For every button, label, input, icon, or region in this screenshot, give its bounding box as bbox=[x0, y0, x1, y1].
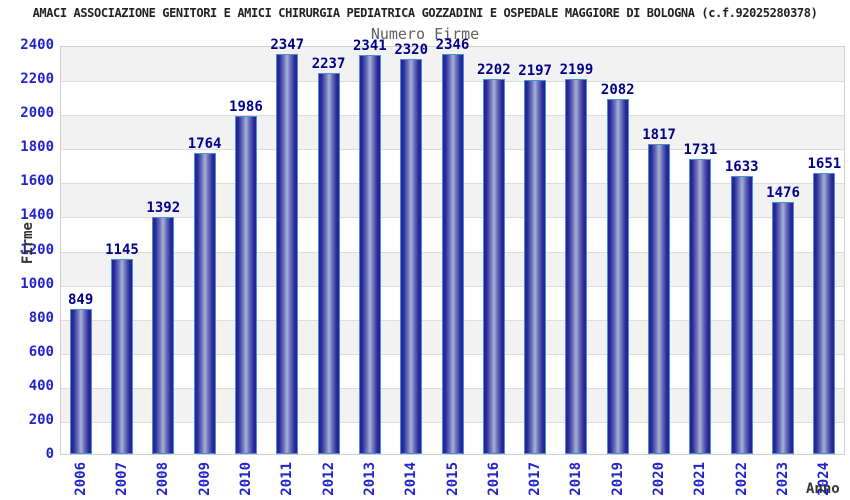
x-tick-label: 2006 bbox=[72, 462, 89, 496]
y-tick-label: 400 bbox=[28, 377, 54, 394]
bar-value-label: 1817 bbox=[642, 127, 676, 144]
bar-value-label: 2320 bbox=[394, 41, 429, 58]
x-tick-label: 2007 bbox=[113, 462, 130, 496]
x-tick-label: 2023 bbox=[775, 462, 792, 496]
bar-value-label: 2202 bbox=[476, 61, 511, 78]
x-tick-label: 2009 bbox=[196, 462, 213, 496]
bar-2021 bbox=[689, 159, 712, 454]
bar-2014 bbox=[400, 58, 423, 454]
bar-2023 bbox=[772, 202, 795, 454]
x-tick-label: 2017 bbox=[527, 462, 544, 496]
bar-2024 bbox=[813, 172, 836, 454]
x-tick-label: 2015 bbox=[444, 462, 461, 496]
bar-value-label: 1764 bbox=[187, 136, 222, 153]
x-tick-label: 2021 bbox=[692, 462, 709, 496]
x-axis-title: Anno bbox=[806, 481, 840, 497]
bar-2018 bbox=[565, 79, 588, 454]
y-tick-label: 1600 bbox=[20, 173, 54, 190]
bar-value-label: 1986 bbox=[229, 98, 263, 115]
bar-2008 bbox=[152, 216, 175, 454]
bar-value-label: 1731 bbox=[683, 142, 718, 158]
x-tick-label: 2013 bbox=[361, 462, 378, 496]
bar-value-label: 1651 bbox=[807, 155, 842, 172]
x-tick-label: 2012 bbox=[320, 462, 337, 496]
y-tick-label: 2400 bbox=[20, 37, 54, 53]
bar-2017 bbox=[524, 79, 547, 454]
y-tick-label: 1200 bbox=[20, 241, 54, 258]
x-tick-label: 2014 bbox=[403, 462, 420, 496]
x-tick-label: 2016 bbox=[485, 462, 502, 496]
chart-title: Numero Firme bbox=[370, 25, 480, 43]
bar-value-label: 2197 bbox=[518, 62, 552, 79]
bar-2006 bbox=[69, 309, 92, 454]
x-tick-label: 2010 bbox=[237, 462, 254, 496]
y-tick-label: 1800 bbox=[20, 139, 54, 156]
x-tick-label: 2018 bbox=[568, 462, 585, 496]
bar-2015 bbox=[441, 54, 464, 454]
bar-2013 bbox=[358, 55, 381, 454]
y-tick-label: 2000 bbox=[20, 105, 54, 122]
y-tick-label: 0 bbox=[45, 446, 54, 462]
x-tick-label: 2022 bbox=[733, 462, 750, 496]
x-tick-label: 2019 bbox=[609, 462, 626, 496]
x-tick-label: 2020 bbox=[651, 462, 668, 496]
x-tick-label: 2008 bbox=[155, 462, 172, 496]
plot-area bbox=[60, 46, 845, 455]
bar-value-label: 2199 bbox=[559, 62, 594, 79]
x-tick-label: 2011 bbox=[279, 462, 296, 496]
bar-2020 bbox=[648, 144, 671, 454]
bar-value-label: 849 bbox=[68, 292, 94, 309]
y-tick-label: 1000 bbox=[20, 275, 54, 292]
y-tick-label: 200 bbox=[28, 411, 54, 428]
bar-value-label: 2237 bbox=[311, 55, 346, 72]
page-title: AMACI ASSOCIAZIONE GENITORI E AMICI CHIR… bbox=[32, 6, 818, 20]
y-axis-title: Firme bbox=[20, 222, 36, 265]
bar-value-label: 2082 bbox=[600, 82, 635, 99]
bar-value-label: 1392 bbox=[146, 199, 181, 216]
y-tick-label: 800 bbox=[28, 309, 54, 326]
bar-value-label: 1476 bbox=[766, 185, 800, 202]
bar-2012 bbox=[317, 72, 340, 454]
bar-value-label: 2341 bbox=[353, 38, 387, 55]
bar-2011 bbox=[276, 54, 299, 454]
bar-2009 bbox=[193, 153, 216, 454]
bar-value-label: 1633 bbox=[724, 158, 759, 175]
y-tick-label: 600 bbox=[28, 343, 54, 360]
bar-2007 bbox=[110, 258, 133, 454]
y-tick-label: 2200 bbox=[20, 71, 54, 88]
bar-value-label: 2346 bbox=[435, 37, 470, 54]
bar-value-label: 1145 bbox=[105, 241, 139, 258]
bar-2016 bbox=[482, 78, 505, 454]
bar-2019 bbox=[606, 99, 629, 454]
bar-2010 bbox=[234, 115, 257, 454]
bar-2022 bbox=[730, 175, 753, 454]
y-tick-label: 1400 bbox=[20, 207, 54, 224]
bar-value-label: 2347 bbox=[270, 37, 305, 54]
